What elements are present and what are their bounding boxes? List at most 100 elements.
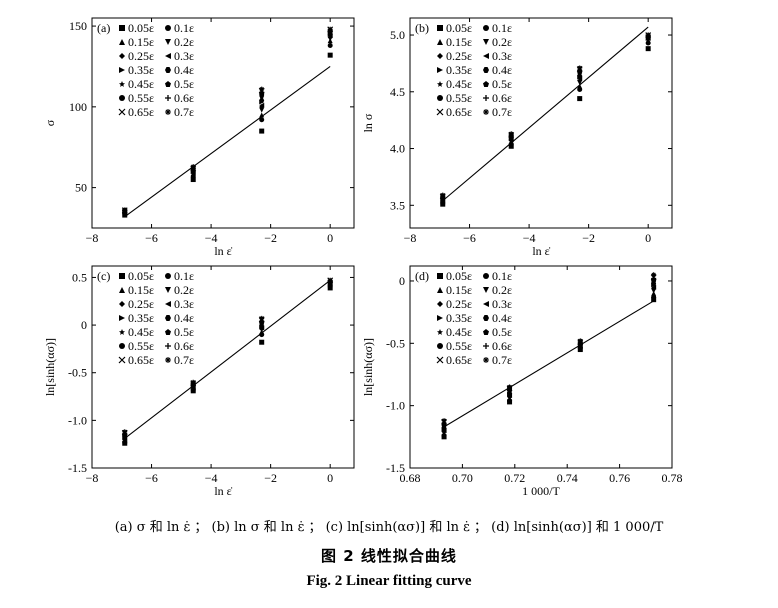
legend-marker [483,95,489,101]
legend-marker [483,67,489,73]
legend-label: 0.3ε [174,297,194,311]
legend-marker [437,95,443,101]
legend-label: 0.65ε [128,105,154,119]
x-tick-label: −8 [404,231,417,245]
legend-marker [436,108,444,116]
legend-label: 0.25ε [128,297,154,311]
panel-d: 0.68 0.70 0.72 0.74 0.76 0.78 -1.5 -1.0 -0.5 0 1 0… [361,265,683,498]
data-point [259,102,265,108]
legend-marker [165,67,171,73]
y-tick-label: -0.5 [386,336,405,350]
figure-caption-cn: 图 2 线性拟合曲线 [321,547,457,565]
panel-c: −8 −6 −4 −2 0 -1.5 -1.0 -0.5 0 0.5 ln ε̇ ln[sinh(ασ… [43,265,355,498]
legend-label: 0.1ε [492,269,512,283]
legend-marker [437,343,443,349]
legend-label: 0.5ε [492,77,512,91]
legend-marker [165,315,171,321]
legend-label: 0.45ε [446,77,472,91]
legend-label: 0.7ε [174,353,194,367]
x-tick-label: 0 [645,231,651,245]
legend: 0.05ε 0.1ε 0.15ε 0.2ε 0.25ε 0.3ε 0.35ε 0.4ε 0.45… [118,269,194,367]
legend-marker [119,329,125,335]
legend-marker [483,343,489,349]
legend-marker [165,329,171,335]
data-point [259,117,265,123]
y-axis-label: ln σ [361,113,375,132]
legend-label: 0.3ε [492,297,512,311]
panel-label: (b) [415,21,429,35]
legend-label: 0.5ε [174,77,194,91]
legend-marker [437,287,443,293]
x-tick-label: 0.74 [557,471,578,485]
y-axis-label: ln[sinh(ασ)] [43,338,57,396]
legend-label: 0.25ε [128,49,154,63]
x-tick-label: 0.70 [452,471,473,485]
legend-label: 0.4ε [492,63,512,77]
x-tick-label: −4 [205,471,218,485]
legend-marker [437,39,443,45]
x-tick-label: −6 [463,231,476,245]
legend-marker [119,301,125,307]
y-tick-label: 0 [399,274,405,288]
data-point [508,131,514,137]
data-point [259,339,265,345]
plot-frame [91,17,355,229]
data-point [577,83,583,89]
data-point [645,46,651,52]
y-tick-label: 150 [69,19,87,33]
y-tick-label: 4.0 [390,142,405,156]
y-axis-label: ln[sinh(ασ)] [361,338,375,396]
data-point [122,429,128,435]
legend-label: 0.65ε [446,353,472,367]
legend-marker [483,357,489,363]
plot-frame [91,265,355,469]
y-axis-label: σ [43,119,57,126]
legend-marker [119,273,125,279]
legend-label: 0.3ε [174,49,194,63]
legend-label: 0.1ε [492,21,512,35]
fit-line [443,300,654,428]
data-point [190,164,196,170]
legend-marker [165,53,171,59]
data-point [259,315,265,321]
legend-label: 0.45ε [128,77,154,91]
x-tick-label: −8 [86,471,99,485]
legend-marker [165,357,171,363]
legend-marker [483,329,489,335]
legend-marker [119,53,125,59]
legend-label: 0.6ε [174,91,194,105]
legend-marker [483,315,489,321]
y-tick-label: -1.5 [68,461,87,475]
data-point [327,277,333,283]
legend-marker [483,287,489,293]
legend-label: 0.35ε [128,63,154,77]
legend-label: 0.2ε [174,283,194,297]
data-point [190,379,196,385]
legend-label: 0.55ε [446,91,472,105]
legend-label: 0.35ε [446,311,472,325]
data-point [441,418,447,424]
y-tick-label: 3.5 [390,198,405,212]
data-point [327,26,333,32]
data-point [327,42,333,48]
x-axis-label: ln ε̇ [214,484,232,498]
legend-marker [483,273,489,279]
x-tick-label: −2 [582,231,595,245]
legend-marker [437,81,443,87]
legend-label: 0.45ε [446,325,472,339]
data-point [122,207,128,213]
legend-label: 0.6ε [174,339,194,353]
subcaption: (a) σ 和 ln ε̇ ； (b) ln σ 和 ln ε̇ ； (c) l… [114,520,664,535]
legend-marker [436,356,444,364]
legend-marker [165,81,171,87]
x-tick-label: 0.78 [662,471,683,485]
y-tick-label: 50 [75,181,87,195]
legend-marker [483,39,489,45]
legend-label: 0.7ε [174,105,194,119]
legend-marker [119,25,125,31]
legend-marker [437,273,443,279]
y-tick-label: 5.0 [390,28,405,42]
panel-label: (d) [415,269,429,283]
legend-marker [118,356,126,364]
